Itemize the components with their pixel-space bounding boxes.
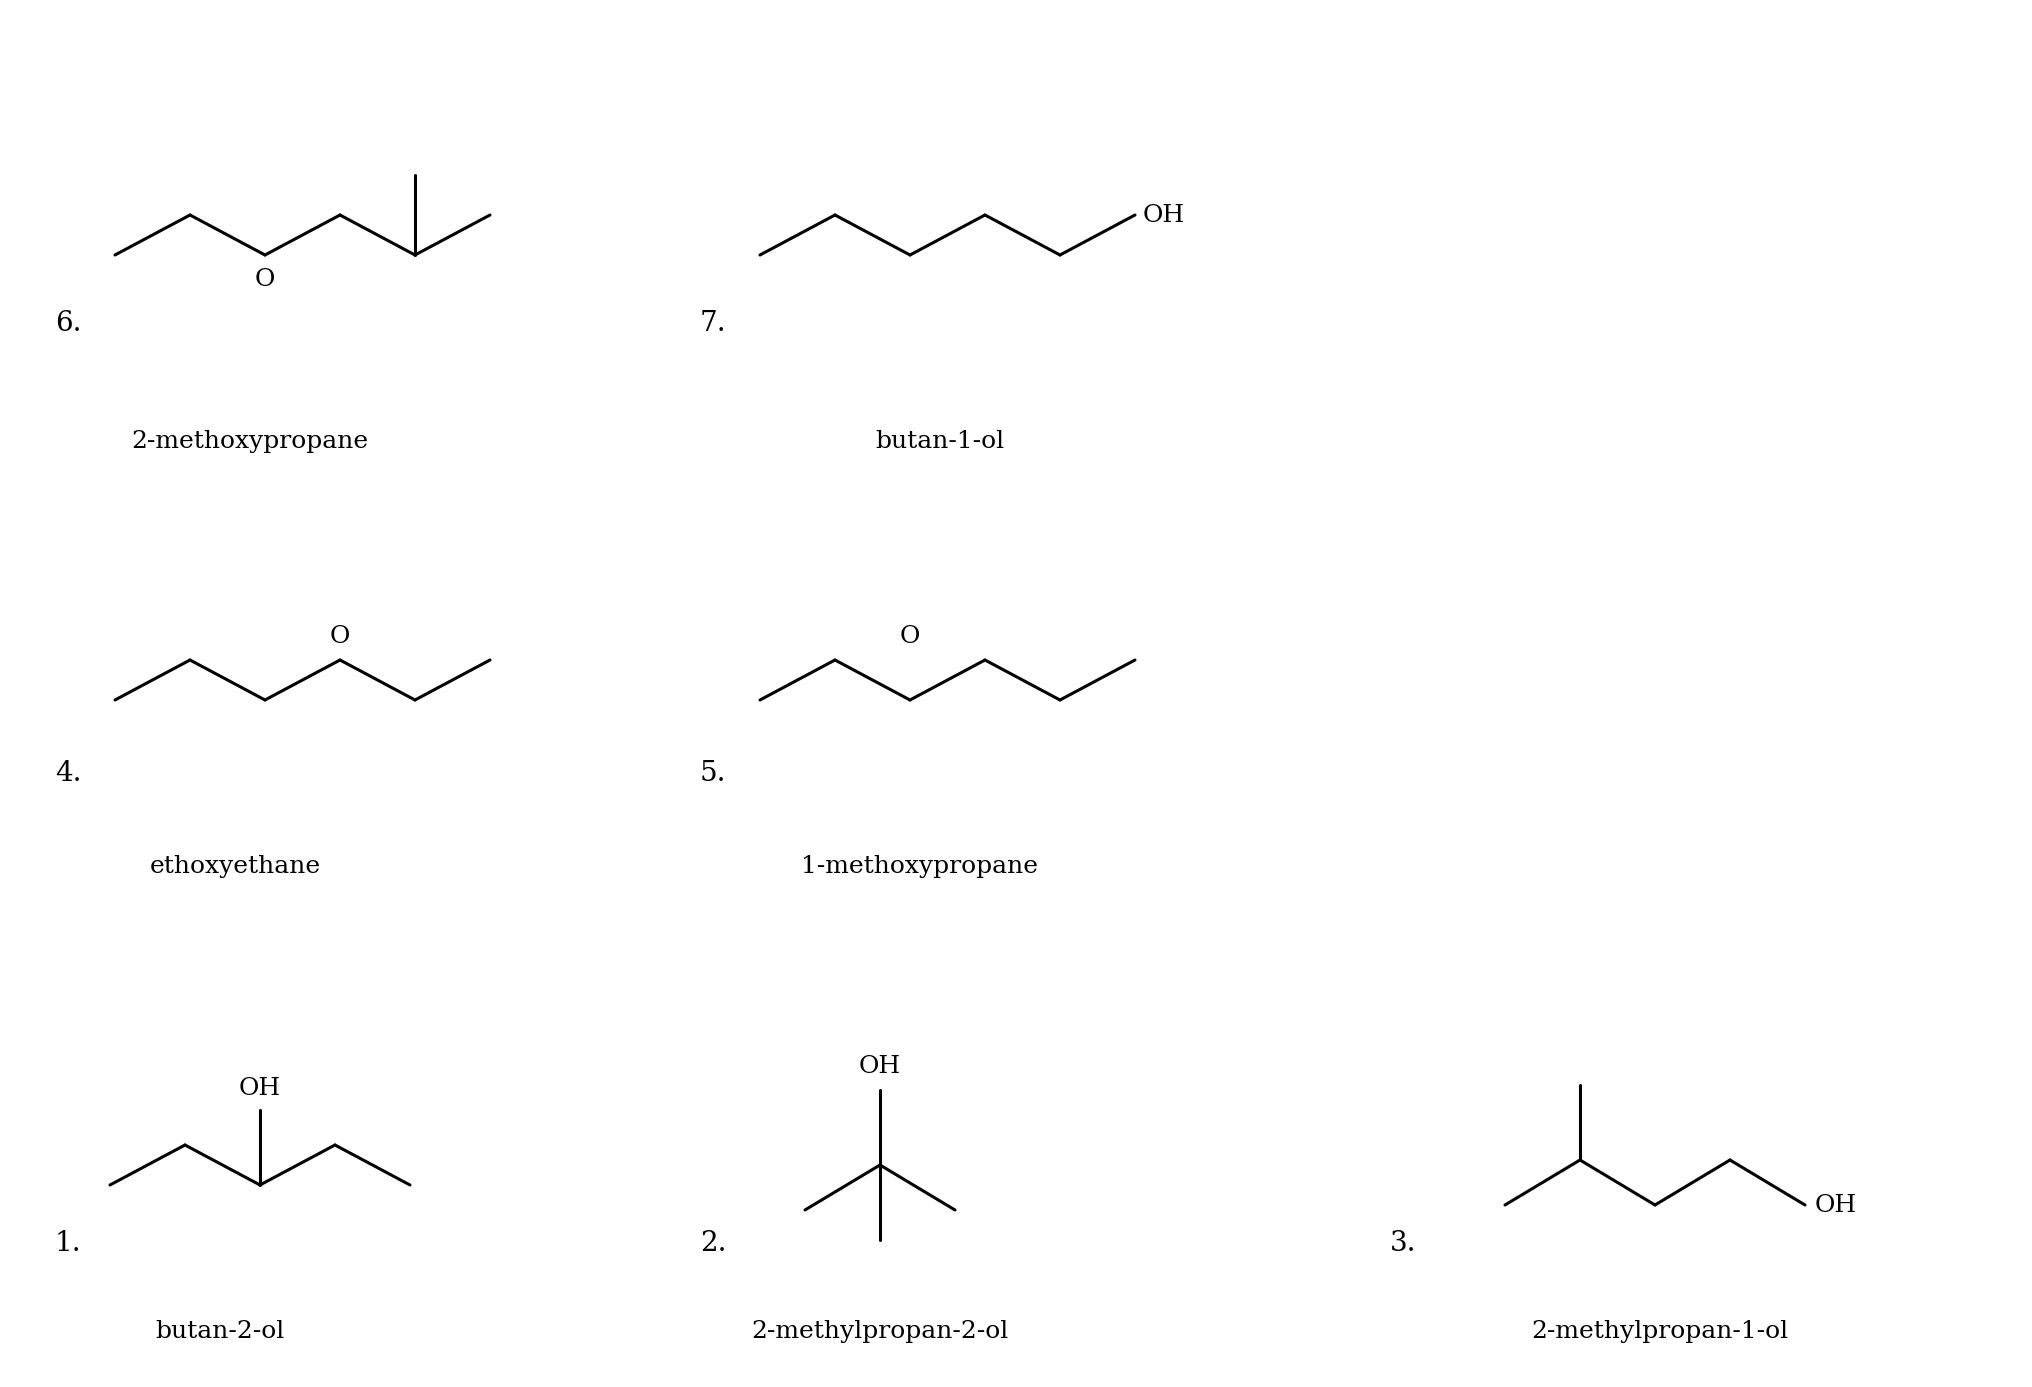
Text: 7.: 7. bbox=[699, 311, 725, 337]
Text: 1-methoxypropane: 1-methoxypropane bbox=[801, 854, 1038, 878]
Text: OH: OH bbox=[240, 1076, 280, 1100]
Text: ethoxyethane: ethoxyethane bbox=[150, 854, 321, 878]
Text: O: O bbox=[329, 626, 350, 648]
Text: 2-methylpropan-1-ol: 2-methylpropan-1-ol bbox=[1530, 1320, 1788, 1343]
Text: OH: OH bbox=[858, 1056, 900, 1078]
Text: O: O bbox=[254, 268, 274, 291]
Text: 1.: 1. bbox=[55, 1230, 81, 1257]
Text: 6.: 6. bbox=[55, 311, 81, 337]
Text: 5.: 5. bbox=[699, 760, 725, 786]
Text: 3.: 3. bbox=[1390, 1230, 1416, 1257]
Text: butan-1-ol: butan-1-ol bbox=[876, 430, 1004, 454]
Text: 2-methylpropan-2-ol: 2-methylpropan-2-ol bbox=[752, 1320, 1008, 1343]
Text: 2.: 2. bbox=[699, 1230, 725, 1257]
Text: 4.: 4. bbox=[55, 760, 81, 786]
Text: butan-2-ol: butan-2-ol bbox=[154, 1320, 284, 1343]
Text: OH: OH bbox=[1142, 204, 1185, 226]
Text: O: O bbox=[900, 626, 920, 648]
Text: 2-methoxypropane: 2-methoxypropane bbox=[132, 430, 368, 454]
Text: OH: OH bbox=[1815, 1193, 1855, 1216]
